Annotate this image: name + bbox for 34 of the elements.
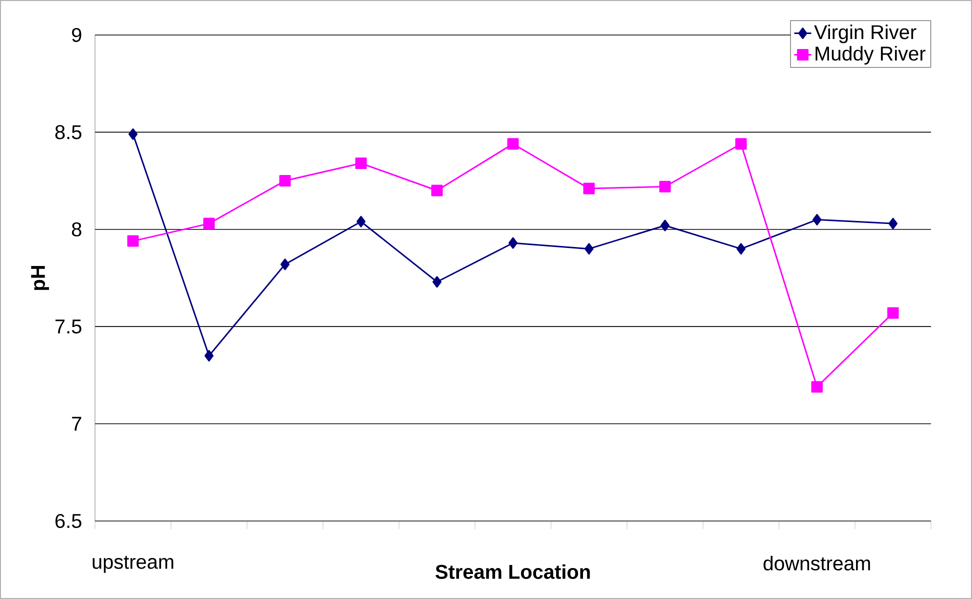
point [812, 214, 822, 226]
point [507, 138, 519, 150]
point [811, 381, 823, 393]
point [280, 258, 290, 270]
x-tick-label: upstream [92, 556, 174, 573]
point [127, 235, 139, 247]
point [887, 307, 899, 319]
point [888, 218, 898, 230]
point [356, 216, 366, 228]
y-tick-label: 6.5 [55, 514, 82, 528]
y-tick-label: 8 [72, 222, 82, 236]
y-tick-label: 7 [72, 416, 82, 431]
point [508, 237, 518, 249]
point [203, 218, 215, 230]
point [584, 243, 594, 255]
point [432, 276, 442, 288]
point [583, 182, 595, 194]
point [355, 158, 367, 170]
y-tick-label: 8.5 [55, 125, 82, 140]
y-tick-label: 9 [72, 28, 82, 42]
x-axis-title: Stream Location [436, 564, 590, 579]
y-tick-label: 7.5 [55, 320, 82, 334]
point [431, 184, 443, 196]
point [735, 138, 747, 150]
y-axis-title: pH [31, 266, 49, 290]
point [279, 175, 291, 187]
x-tick-label: downstream [764, 556, 870, 570]
legend-label: Muddy River [816, 46, 926, 65]
point [659, 180, 671, 192]
legend-label: Virgin River [814, 24, 916, 44]
point [660, 220, 670, 232]
point [128, 128, 138, 140]
point [204, 350, 214, 362]
point [736, 243, 746, 255]
